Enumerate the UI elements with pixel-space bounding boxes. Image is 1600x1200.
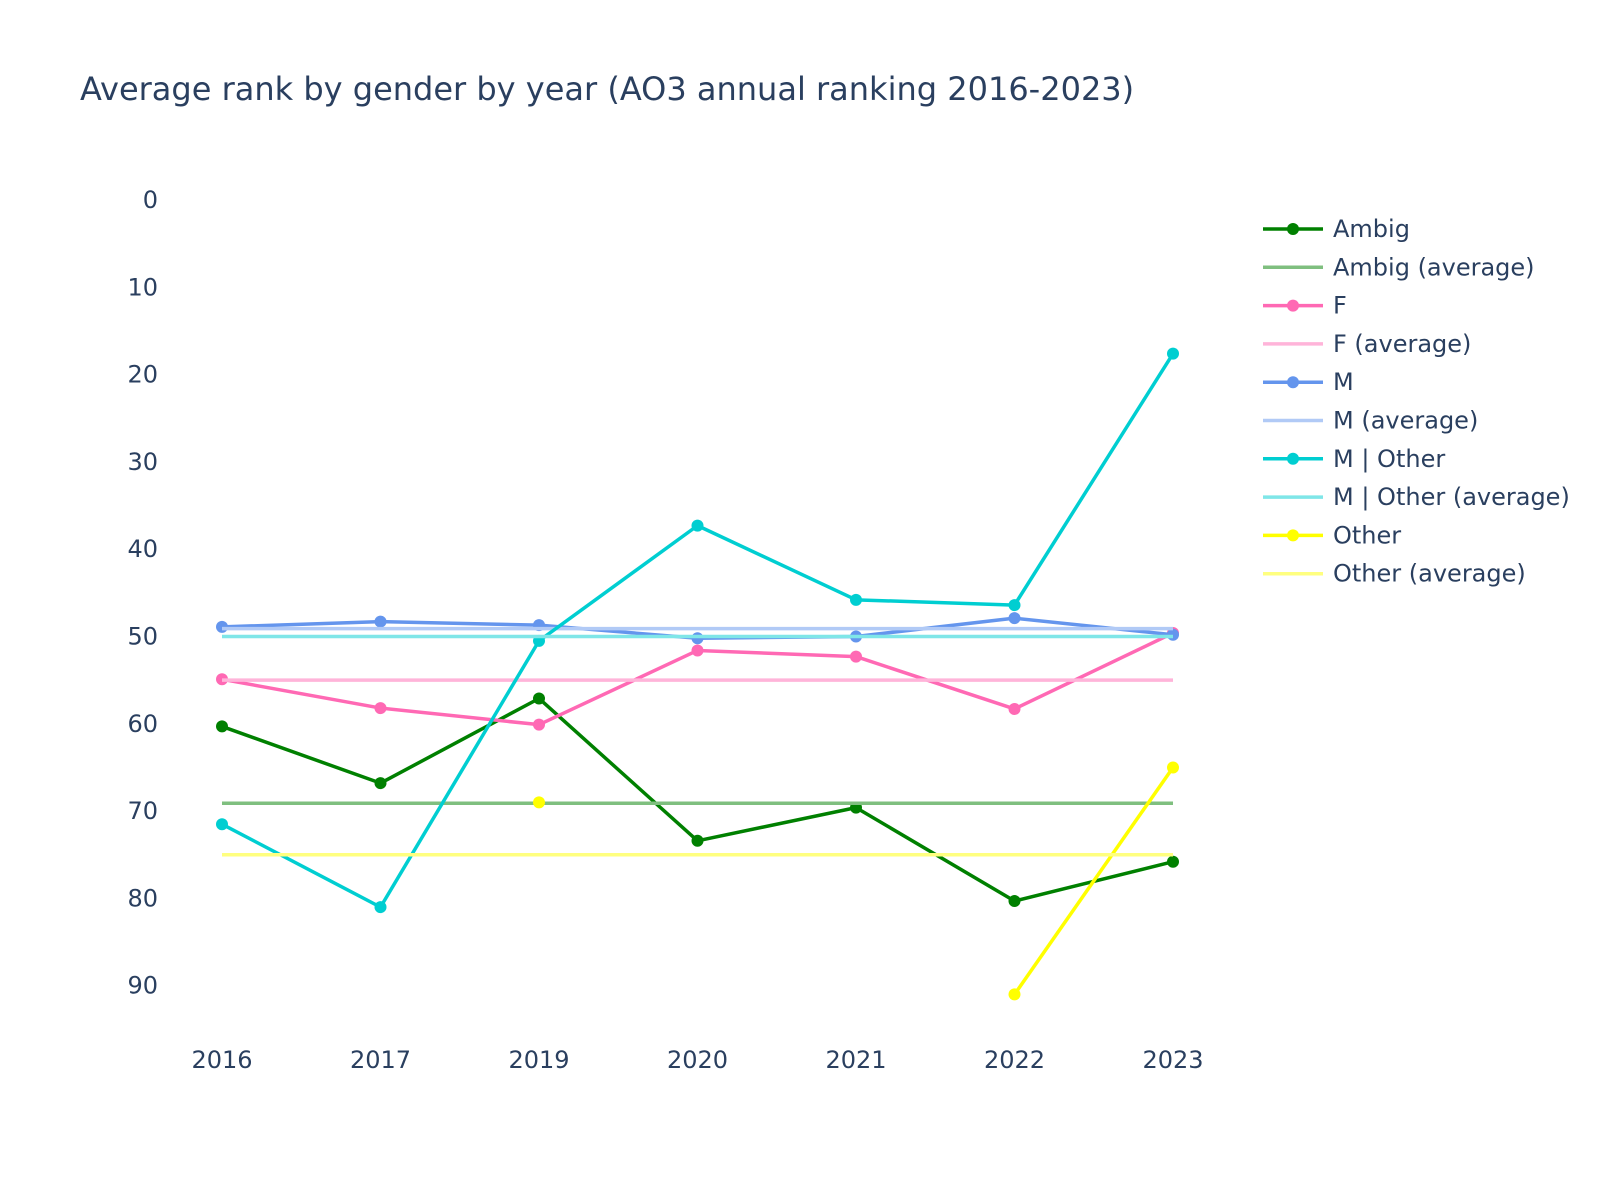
data-point <box>850 593 862 606</box>
y-tick-label: 10 <box>127 273 158 301</box>
y-tick-label: 0 <box>143 186 158 214</box>
data-point <box>1008 895 1021 908</box>
y-tick-label: 50 <box>127 623 158 651</box>
y-tick-label: 20 <box>127 361 158 389</box>
legend-label: Ambig (average) <box>1333 253 1535 281</box>
chart-title: Average rank by gender by year (AO3 annu… <box>80 70 1134 108</box>
data-point <box>374 702 387 715</box>
series-ambig <box>216 692 1179 908</box>
x-axis: 2016 2017 2019 2020 2021 2022 2023 <box>191 1046 1203 1074</box>
data-point <box>691 644 704 657</box>
data-point <box>374 615 387 628</box>
legend-label: M | Other (average) <box>1333 483 1570 511</box>
data-point <box>1008 702 1021 715</box>
y-tick-label: 70 <box>127 797 158 825</box>
legend-marker <box>1287 299 1299 312</box>
x-tick-label: 2016 <box>191 1046 252 1074</box>
legend-label: M (average) <box>1333 407 1478 435</box>
data-point <box>691 519 704 532</box>
data-point <box>1008 612 1021 625</box>
legend-item[interactable]: M (average) <box>1263 407 1478 435</box>
legend-item[interactable]: M <box>1263 368 1354 396</box>
data-point <box>1167 761 1179 774</box>
data-point <box>533 692 545 705</box>
legend-item[interactable]: M | Other (average) <box>1263 483 1570 511</box>
legend-label: Other <box>1333 521 1401 549</box>
data-point <box>1167 347 1179 360</box>
data-point <box>691 834 704 847</box>
data-point <box>1008 599 1021 612</box>
legend-label: M <box>1333 368 1354 396</box>
x-tick-label: 2019 <box>508 1046 569 1074</box>
legend-label: Ambig <box>1333 215 1410 243</box>
data-point <box>850 650 862 663</box>
data-point <box>1008 988 1021 1001</box>
legend-label: F <box>1333 292 1347 320</box>
y-tick-label: 90 <box>127 972 158 1000</box>
legend-item[interactable]: Ambig (average) <box>1263 253 1535 281</box>
y-tick-label: 60 <box>127 710 158 738</box>
series-other <box>533 761 1179 1001</box>
y-tick-label: 30 <box>127 448 158 476</box>
x-tick-label: 2022 <box>984 1046 1045 1074</box>
plot-area <box>216 347 1179 1001</box>
x-tick-label: 2020 <box>667 1046 728 1074</box>
data-point <box>533 718 545 731</box>
data-point <box>1167 855 1179 868</box>
y-tick-label: 80 <box>127 884 158 912</box>
series-m-other <box>216 347 1179 914</box>
data-point <box>374 777 387 790</box>
y-axis: 0 10 20 30 40 50 60 70 80 90 <box>127 186 158 1000</box>
legend-label: F (average) <box>1333 330 1471 358</box>
series-line <box>1013 766 1175 996</box>
data-point <box>216 818 228 831</box>
x-tick-label: 2023 <box>1142 1046 1203 1074</box>
legend-item[interactable]: Ambig <box>1263 215 1410 243</box>
x-tick-label: 2017 <box>350 1046 411 1074</box>
legend-marker <box>1287 452 1299 465</box>
x-tick-label: 2021 <box>825 1046 886 1074</box>
legend-marker <box>1287 223 1299 235</box>
legend-marker <box>1287 376 1299 389</box>
legend-item[interactable]: Other <box>1263 521 1401 549</box>
legend-item[interactable]: F (average) <box>1263 330 1471 358</box>
data-point <box>374 901 387 914</box>
legend-item[interactable]: F <box>1263 292 1347 320</box>
legend-marker <box>1287 529 1299 542</box>
legend-item[interactable]: Other (average) <box>1263 560 1526 588</box>
legend[interactable]: Ambig Ambig (average) F F (average) M M (aver… <box>1263 215 1570 588</box>
series-line <box>221 696 1174 903</box>
legend-label: Other (average) <box>1333 560 1526 588</box>
data-point <box>216 720 228 733</box>
legend-label: M | Other <box>1333 445 1445 473</box>
y-tick-label: 40 <box>127 535 158 563</box>
data-point <box>533 796 545 809</box>
legend-item[interactable]: M | Other <box>1263 445 1445 473</box>
